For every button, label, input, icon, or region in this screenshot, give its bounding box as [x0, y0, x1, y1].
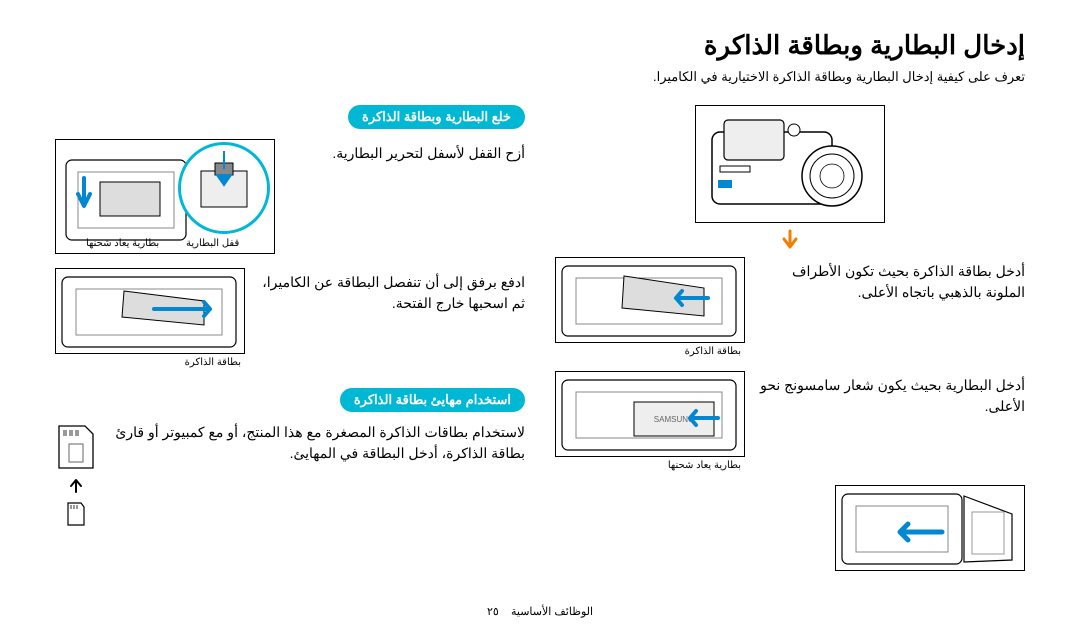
lock-highlight-circle — [178, 142, 270, 234]
remove-battery-illus-block: قفل البطارية بطارية يعاد شحنها — [55, 139, 275, 254]
memory-card-illustration — [555, 257, 745, 343]
battery-illus-block: SAMSUNG بطارية يعاد شحنها — [555, 371, 745, 471]
adapter-text: لاستخدام بطاقات الذاكرة المصغرة مع هذا ا… — [111, 422, 525, 464]
remove-battery-illustration: قفل البطارية بطارية يعاد شحنها — [55, 139, 275, 254]
memory-card-caption: بطاقة الذاكرة — [555, 346, 745, 357]
adapter-block: لاستخدام بطاقات الذاكرة المصغرة مع هذا ا… — [55, 422, 525, 528]
remove-battery-step: أزح القفل لأسفل لتحرير البطارية. — [55, 139, 525, 254]
remove-section-header: خلع البطارية وبطاقة الذاكرة — [348, 105, 525, 129]
remove-card-illustration — [55, 268, 245, 354]
content-columns: أدخل بطاقة الذاكرة بحيث تكون الأطراف الم… — [55, 105, 1025, 571]
page-title: إدخال البطارية وبطاقة الذاكرة — [55, 30, 1025, 61]
svg-text:SAMSUNG: SAMSUNG — [654, 415, 694, 424]
close-cover-illustration — [835, 485, 1025, 571]
adapter-section-header: استخدام مهايئ بطاقة الذاكرة — [340, 388, 525, 412]
battery-illustration: SAMSUNG — [555, 371, 745, 457]
rechargeable-battery-label: بطارية يعاد شحنها — [86, 238, 159, 249]
remove-battery-text: أزح القفل لأسفل لتحرير البطارية. — [289, 139, 525, 164]
remove-card-step: ادفع برفق إلى أن تنفصل البطاقة عن الكامي… — [55, 268, 525, 368]
right-column: أدخل بطاقة الذاكرة بحيث تكون الأطراف الم… — [555, 105, 1025, 571]
insert-memory-card-text: أدخل بطاقة الذاكرة بحيث تكون الأطراف الم… — [759, 257, 1025, 303]
page-footer: الوظائف الأساسية ٢٥ — [0, 605, 1080, 618]
camera-illustration-block — [695, 105, 885, 257]
left-column: خلع البطارية وبطاقة الذاكرة أزح القفل لأ… — [55, 105, 525, 571]
remove-card-text: ادفع برفق إلى أن تنفصل البطاقة عن الكامي… — [259, 268, 525, 314]
insert-memory-card-step: أدخل بطاقة الذاكرة بحيث تكون الأطراف الم… — [555, 257, 1025, 357]
battery-caption: بطارية يعاد شحنها — [555, 460, 745, 471]
remove-card-caption: بطاقة الذاكرة — [55, 357, 245, 368]
insert-battery-text: أدخل البطارية بحيث يكون شعار سامسونج نحو… — [759, 371, 1025, 417]
sd-card-illustration — [55, 422, 97, 528]
footer-section: الوظائف الأساسية — [511, 606, 593, 618]
footer-page-number: ٢٥ — [487, 606, 499, 618]
arrow-down-icon — [779, 229, 801, 251]
arrow-up-icon — [68, 478, 84, 494]
close-cover-block — [835, 485, 1025, 571]
insert-battery-step: أدخل البطارية بحيث يكون شعار سامسونج نحو… — [555, 371, 1025, 471]
camera-illustration — [695, 105, 885, 223]
battery-lock-label: قفل البطارية — [186, 238, 239, 249]
remove-card-illus-block: بطاقة الذاكرة — [55, 268, 245, 368]
intro-text: تعرف على كيفية إدخال البطارية وبطاقة الذ… — [55, 69, 1025, 85]
memory-card-illus-block: بطاقة الذاكرة — [555, 257, 745, 357]
